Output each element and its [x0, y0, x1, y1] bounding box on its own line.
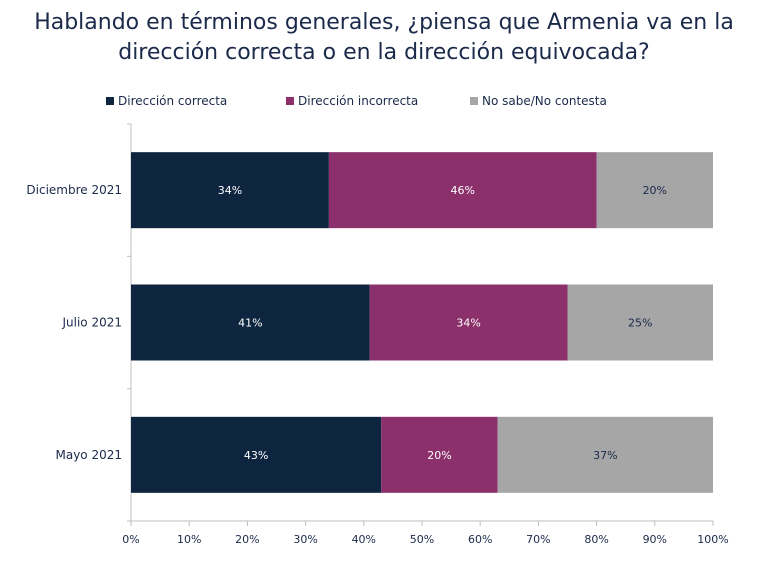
bar-segment	[369, 284, 568, 361]
data-label: 25%	[628, 317, 652, 330]
chart-title: Hablando en términos generales, ¿piensa …	[34, 10, 734, 65]
x-tick-label: 90%	[643, 533, 667, 546]
bar-segment	[328, 152, 597, 229]
x-tick-label: 60%	[468, 533, 492, 546]
legend: Dirección correcta Dirección incorrecta …	[0, 94, 768, 110]
category-label: Julio 2021	[61, 316, 122, 330]
data-label: 37%	[593, 449, 617, 462]
bar-segment	[131, 284, 370, 361]
data-label: 41%	[238, 317, 262, 330]
x-tick-label: 80%	[584, 533, 608, 546]
category-label: Mayo 2021	[55, 448, 122, 462]
bar-segment	[381, 416, 498, 493]
bar-segment	[567, 284, 713, 361]
category-label: Diciembre 2021	[26, 183, 122, 197]
x-tick-label: 10%	[177, 533, 201, 546]
x-tick-label: 100%	[697, 533, 728, 546]
bar-segment	[596, 152, 713, 229]
x-tick-label: 20%	[235, 533, 259, 546]
data-label: 43%	[244, 449, 268, 462]
data-label: 20%	[643, 184, 667, 197]
data-label: 34%	[456, 317, 480, 330]
x-tick-label: 70%	[526, 533, 550, 546]
legend-label-nosabe: No sabe/No contesta	[482, 94, 607, 108]
data-label: 46%	[451, 184, 475, 197]
legend-label-incorrecta: Dirección incorrecta	[298, 94, 419, 108]
legend-swatch-correcta	[106, 97, 114, 105]
legend-item-incorrecta: Dirección incorrecta	[286, 94, 418, 108]
legend-item-nosabe: No sabe/No contesta	[470, 94, 607, 108]
legend-item-correcta: Dirección correcta	[106, 94, 227, 108]
bar-segment	[497, 416, 713, 493]
x-tick-label: 30%	[293, 533, 317, 546]
x-tick-label: 50%	[410, 533, 434, 546]
legend-label-correcta: Dirección correcta	[118, 94, 228, 108]
data-label: 34%	[218, 184, 242, 197]
legend-swatch-nosabe	[470, 97, 478, 105]
data-label: 20%	[427, 449, 451, 462]
legend-swatch-incorrecta	[286, 97, 294, 105]
bar-segment	[131, 152, 329, 229]
bar-segment	[131, 416, 382, 493]
x-tick-label: 40%	[352, 533, 376, 546]
x-tick-label: 0%	[122, 533, 139, 546]
